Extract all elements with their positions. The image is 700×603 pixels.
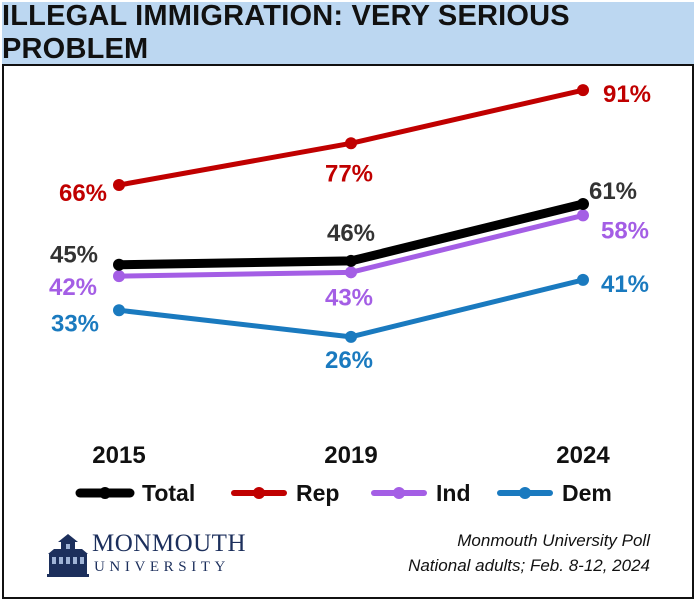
data-label-ind-2015: 42% bbox=[49, 274, 97, 301]
data-label-dem-2015: 33% bbox=[51, 310, 99, 337]
legend-label-ind: Ind bbox=[436, 480, 471, 506]
data-label-total-2024: 61% bbox=[589, 178, 637, 205]
chart-title: ILLEGAL IMMIGRATION: VERY SERIOUS PROBLE… bbox=[2, 0, 570, 65]
x-tick-label-2019: 2019 bbox=[324, 442, 377, 469]
point-total-2019 bbox=[345, 254, 357, 267]
point-ind-2024 bbox=[577, 209, 589, 222]
data-label-rep-2019: 77% bbox=[325, 160, 373, 187]
logo-subtitle: UNIVERSITY bbox=[94, 559, 230, 575]
logo-wordmark: MONMOUTH bbox=[92, 530, 246, 557]
point-rep-2015 bbox=[113, 179, 125, 192]
point-rep-2024 bbox=[577, 84, 589, 97]
point-total-2015 bbox=[113, 258, 125, 271]
legend-label-total: Total bbox=[142, 480, 195, 506]
legend-label-rep: Rep bbox=[296, 480, 339, 506]
legend-marker-total bbox=[99, 487, 111, 499]
data-label-dem-2019: 26% bbox=[325, 347, 373, 374]
data-label-ind-2019: 43% bbox=[325, 284, 373, 311]
building-icon bbox=[47, 534, 89, 577]
university-logo: MONMOUTH UNIVERSITY bbox=[46, 530, 246, 584]
x-tick-label-2015: 2015 bbox=[92, 442, 145, 469]
point-ind-2015 bbox=[113, 270, 125, 283]
legend-marker-dem bbox=[519, 487, 531, 499]
source-line-1: Monmouth University Poll bbox=[457, 531, 650, 550]
data-label-total-2019: 46% bbox=[327, 220, 375, 247]
legend-marker-rep bbox=[253, 487, 265, 499]
point-dem-2024 bbox=[577, 273, 589, 286]
data-label-total-2015: 45% bbox=[50, 242, 98, 269]
point-dem-2015 bbox=[113, 304, 125, 317]
legend-marker-ind bbox=[393, 487, 405, 499]
legend-label-dem: Dem bbox=[562, 480, 612, 506]
point-ind-2019 bbox=[345, 266, 357, 279]
title-bar: ILLEGAL IMMIGRATION: VERY SERIOUS PROBLE… bbox=[2, 0, 694, 66]
data-label-rep-2024: 91% bbox=[603, 81, 651, 108]
source-note: Monmouth University Poll National adults… bbox=[408, 528, 650, 578]
point-dem-2019 bbox=[345, 330, 357, 343]
data-label-rep-2015: 66% bbox=[59, 180, 107, 207]
point-rep-2019 bbox=[345, 137, 357, 150]
data-label-ind-2024: 58% bbox=[601, 217, 649, 244]
data-label-dem-2024: 41% bbox=[601, 271, 649, 298]
x-tick-label-2024: 2024 bbox=[556, 442, 610, 469]
point-total-2024 bbox=[577, 198, 589, 211]
source-line-2: National adults; Feb. 8-12, 2024 bbox=[408, 556, 650, 575]
chart-frame bbox=[2, 2, 694, 599]
